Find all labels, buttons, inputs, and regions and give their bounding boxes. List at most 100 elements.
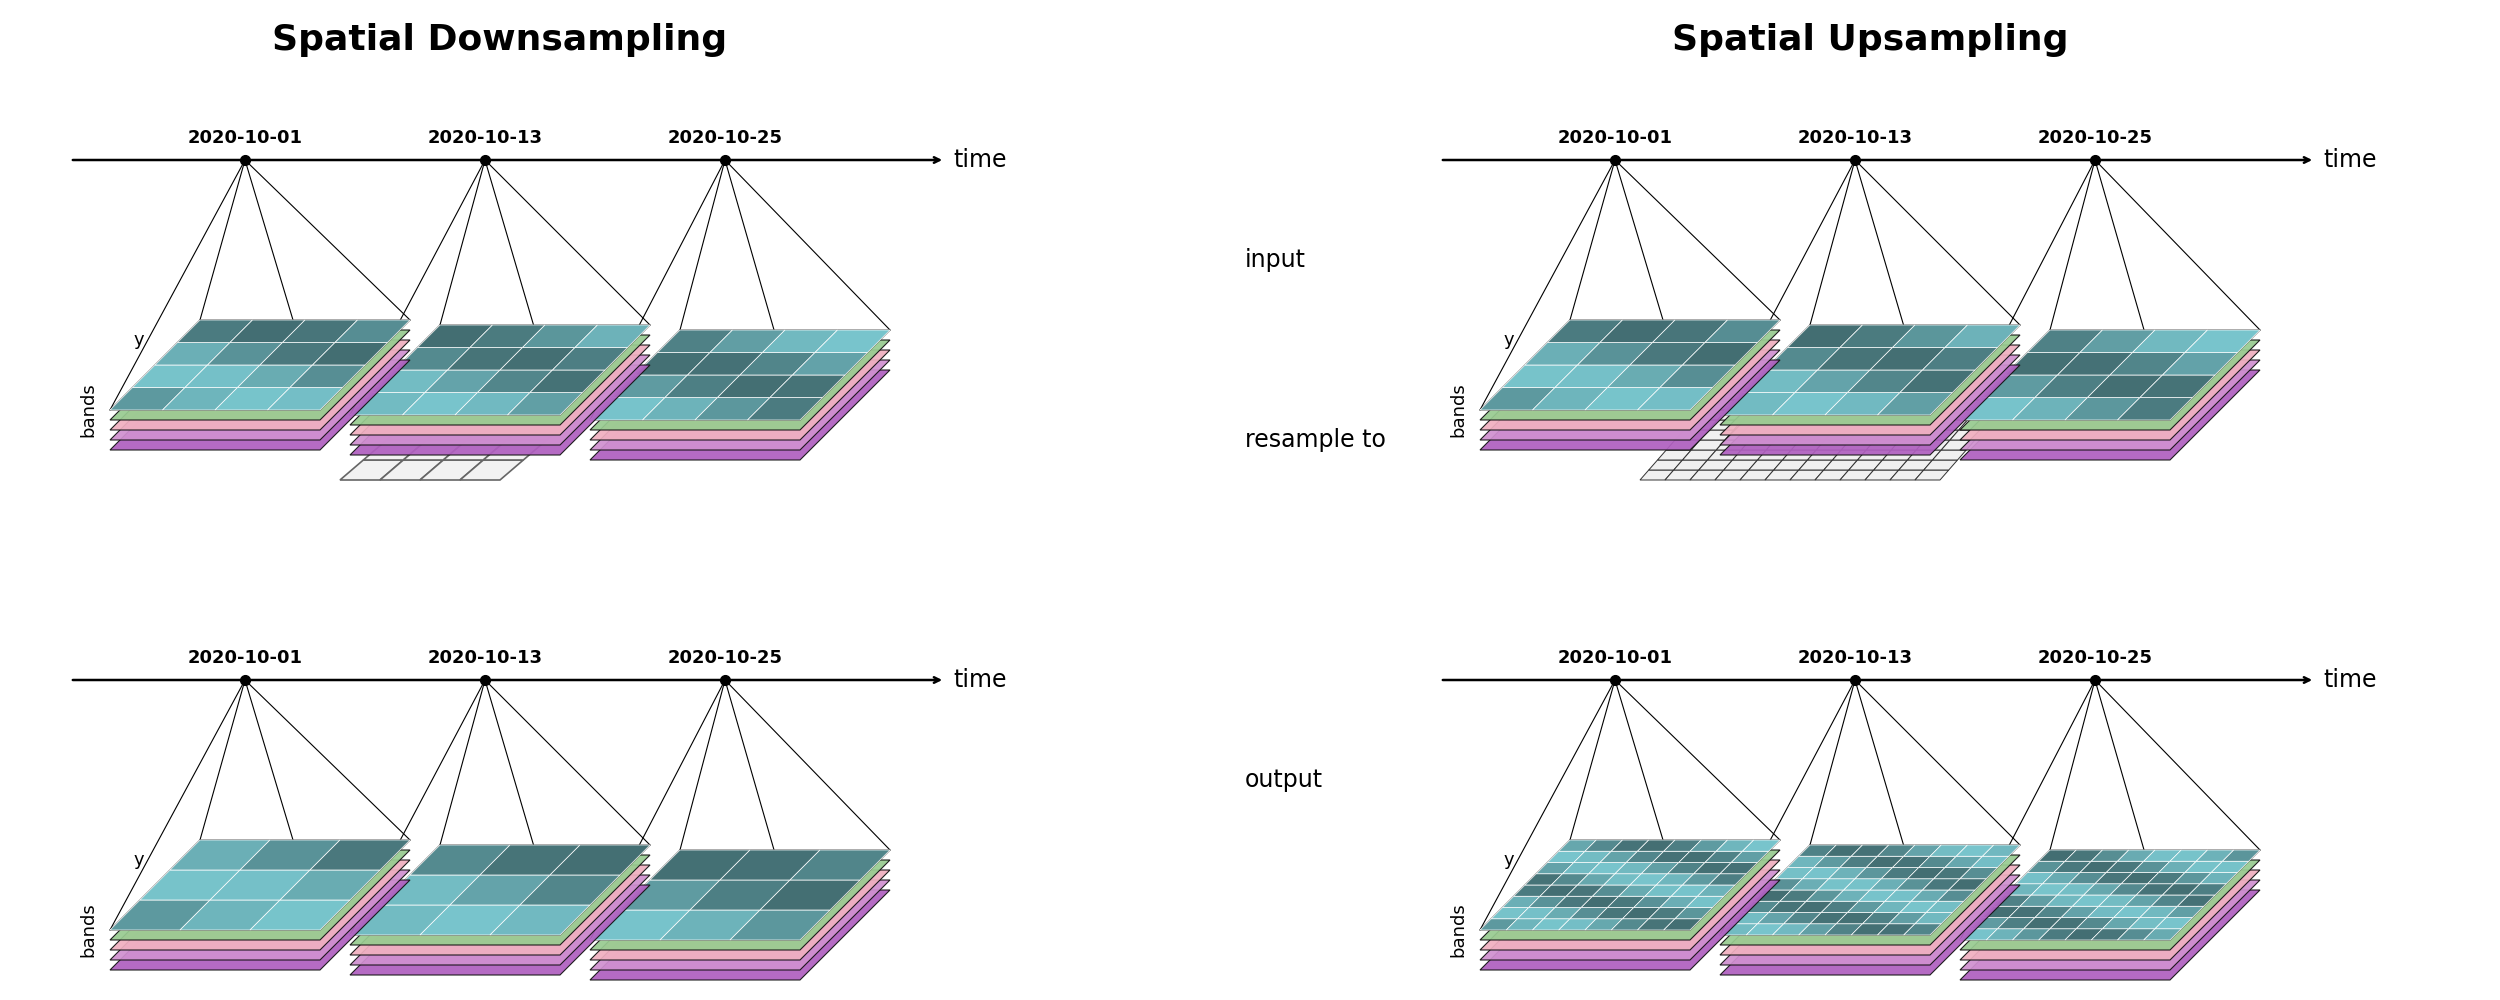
- Polygon shape: [590, 360, 890, 450]
- Polygon shape: [1900, 430, 1935, 440]
- Polygon shape: [1690, 440, 1725, 450]
- Polygon shape: [1772, 924, 1810, 935]
- Polygon shape: [1725, 460, 1757, 470]
- Polygon shape: [132, 365, 208, 387]
- Polygon shape: [2125, 895, 2162, 906]
- Polygon shape: [2140, 375, 2215, 397]
- Polygon shape: [1535, 862, 1575, 874]
- Polygon shape: [1795, 370, 1870, 392]
- Polygon shape: [1978, 400, 2010, 410]
- Polygon shape: [1638, 840, 1675, 851]
- Polygon shape: [1630, 342, 1705, 365]
- Polygon shape: [590, 870, 890, 960]
- Polygon shape: [350, 355, 650, 445]
- Polygon shape: [1950, 879, 1985, 890]
- Polygon shape: [1608, 365, 1682, 387]
- Polygon shape: [590, 350, 890, 440]
- Polygon shape: [2045, 895, 2085, 906]
- Polygon shape: [110, 850, 410, 940]
- Polygon shape: [110, 387, 185, 410]
- Polygon shape: [1578, 874, 1615, 885]
- Polygon shape: [1622, 908, 1660, 919]
- Text: y: y: [1502, 851, 1515, 869]
- Text: time: time: [2322, 148, 2378, 172]
- Polygon shape: [350, 845, 650, 935]
- Polygon shape: [1695, 862, 1730, 874]
- Polygon shape: [2162, 884, 2200, 895]
- Text: resample to: resample to: [1245, 428, 1385, 452]
- Polygon shape: [1850, 400, 1885, 410]
- Polygon shape: [1720, 392, 1795, 415]
- Polygon shape: [350, 325, 650, 415]
- Polygon shape: [1938, 890, 1975, 901]
- Polygon shape: [1942, 440, 1975, 450]
- Polygon shape: [1960, 880, 2260, 970]
- Polygon shape: [395, 348, 470, 370]
- Polygon shape: [362, 440, 428, 460]
- Polygon shape: [1945, 856, 1982, 867]
- Polygon shape: [155, 342, 230, 365]
- Polygon shape: [1850, 460, 1882, 470]
- Polygon shape: [1942, 410, 1978, 420]
- Polygon shape: [1682, 450, 1715, 460]
- Polygon shape: [1840, 470, 1875, 480]
- Polygon shape: [350, 365, 650, 455]
- Polygon shape: [718, 375, 793, 397]
- Polygon shape: [1935, 420, 1968, 430]
- Polygon shape: [1928, 400, 1960, 410]
- Polygon shape: [1780, 890, 1818, 901]
- Polygon shape: [1892, 856, 1930, 867]
- Polygon shape: [1900, 901, 1938, 912]
- Polygon shape: [1972, 856, 2010, 867]
- Polygon shape: [1832, 890, 1870, 901]
- Polygon shape: [1480, 330, 1780, 420]
- Polygon shape: [350, 905, 450, 935]
- Polygon shape: [1685, 896, 1725, 908]
- Polygon shape: [1885, 890, 1922, 901]
- Polygon shape: [1952, 400, 1985, 410]
- Polygon shape: [590, 850, 890, 940]
- Polygon shape: [310, 840, 410, 870]
- Polygon shape: [1808, 450, 1840, 460]
- Polygon shape: [2090, 929, 2130, 940]
- Polygon shape: [1818, 410, 1850, 420]
- Polygon shape: [240, 840, 340, 870]
- Polygon shape: [1582, 896, 1620, 908]
- Polygon shape: [215, 387, 290, 410]
- Polygon shape: [1720, 862, 1757, 874]
- Polygon shape: [760, 880, 860, 910]
- Polygon shape: [1848, 901, 1885, 912]
- Polygon shape: [2005, 884, 2042, 895]
- Polygon shape: [792, 353, 867, 375]
- Polygon shape: [455, 392, 530, 415]
- Polygon shape: [1560, 840, 1598, 851]
- Text: y: y: [132, 851, 145, 869]
- Polygon shape: [480, 845, 580, 875]
- Text: 2020-10-01: 2020-10-01: [1558, 649, 1672, 667]
- Polygon shape: [1600, 320, 1675, 342]
- Polygon shape: [1652, 320, 1727, 342]
- Polygon shape: [418, 325, 492, 348]
- Polygon shape: [2085, 884, 2120, 895]
- Polygon shape: [1480, 350, 1780, 440]
- Text: bands: bands: [1450, 383, 1468, 437]
- Polygon shape: [1550, 874, 1590, 885]
- Polygon shape: [450, 875, 550, 905]
- Polygon shape: [110, 880, 410, 970]
- Polygon shape: [1725, 400, 1760, 410]
- Polygon shape: [2025, 918, 2060, 929]
- Polygon shape: [2080, 330, 2155, 353]
- Polygon shape: [1832, 450, 1865, 460]
- Polygon shape: [1788, 325, 1862, 348]
- Polygon shape: [1592, 885, 1630, 896]
- Polygon shape: [1502, 896, 1540, 908]
- Polygon shape: [1850, 924, 1890, 935]
- Polygon shape: [1480, 360, 1780, 450]
- Polygon shape: [1735, 420, 1767, 430]
- Polygon shape: [1892, 440, 1925, 450]
- Polygon shape: [1918, 410, 1952, 420]
- Polygon shape: [2190, 884, 2228, 895]
- Polygon shape: [2198, 850, 2235, 861]
- Polygon shape: [1758, 912, 1795, 924]
- Polygon shape: [1532, 919, 1570, 930]
